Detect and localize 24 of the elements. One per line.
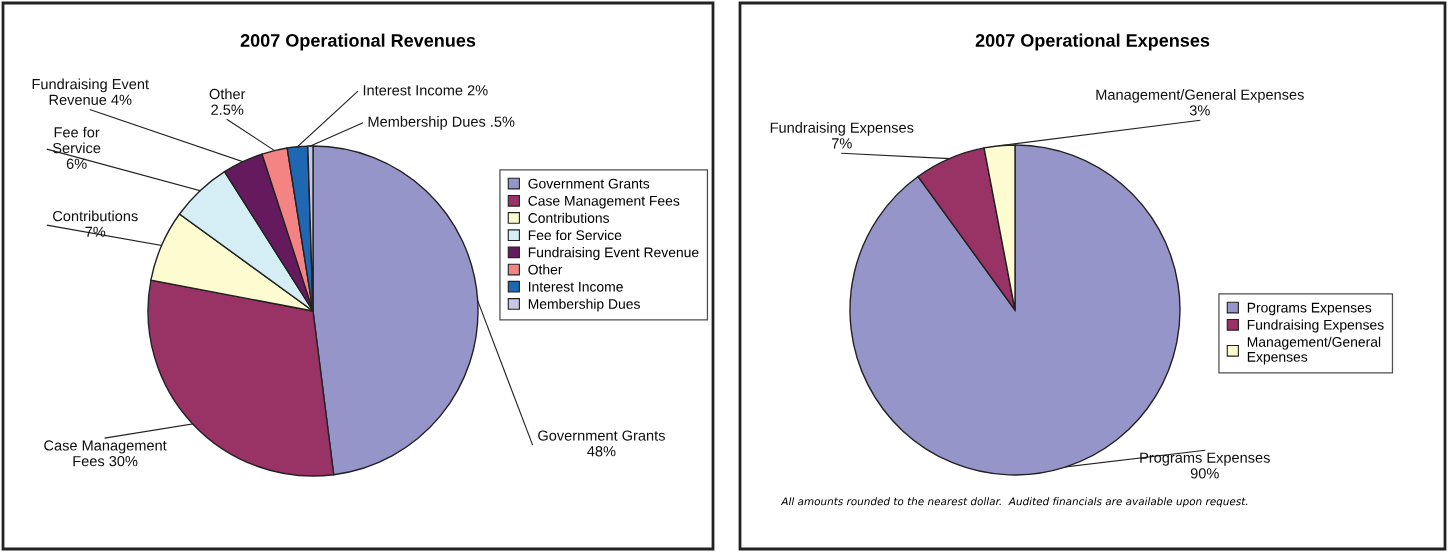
data-label: Case Management Fees 30% [44,440,167,467]
legend-label: Contributions [528,212,610,223]
legend-label: Other [528,264,563,275]
data-label: Management/General Expenses 3% [1096,89,1304,116]
data-label: Programs Expenses 90% [1140,452,1270,479]
data-label: Fundraising Event Revenue 4% [32,78,149,105]
legend-label: Programs Expenses [1247,302,1372,316]
data-label: Fee for Service 6% [52,126,101,169]
text: All amounts rounded to the nearest dollar. Audited financials are available upon request. [780,497,1248,508]
chart-title: 2007 Operational Expenses [975,33,1210,51]
data-label: Fundraising Expenses 7% [770,122,914,149]
chart-title: 2007 Operational Revenues [240,33,476,51]
legend-label: Fundraising Event Revenue [528,247,699,261]
data-label: Membership Dues .5% [368,116,515,130]
legend-label: Case Management Fees [528,195,680,209]
legend-label: Management/General Expenses [1247,336,1381,365]
data-label: Interest Income 2% [363,85,488,96]
data-label: Other 2.5% [209,88,246,115]
legend-label: Interest Income [529,281,623,292]
legend-label: Fee for Service [528,229,622,241]
legend-label: Government Grants [528,178,650,189]
legend-label: Membership Dues [528,298,640,312]
data-label: Government Grants 48% [538,430,665,457]
legend-label: Fundraising Expenses [1247,319,1384,333]
